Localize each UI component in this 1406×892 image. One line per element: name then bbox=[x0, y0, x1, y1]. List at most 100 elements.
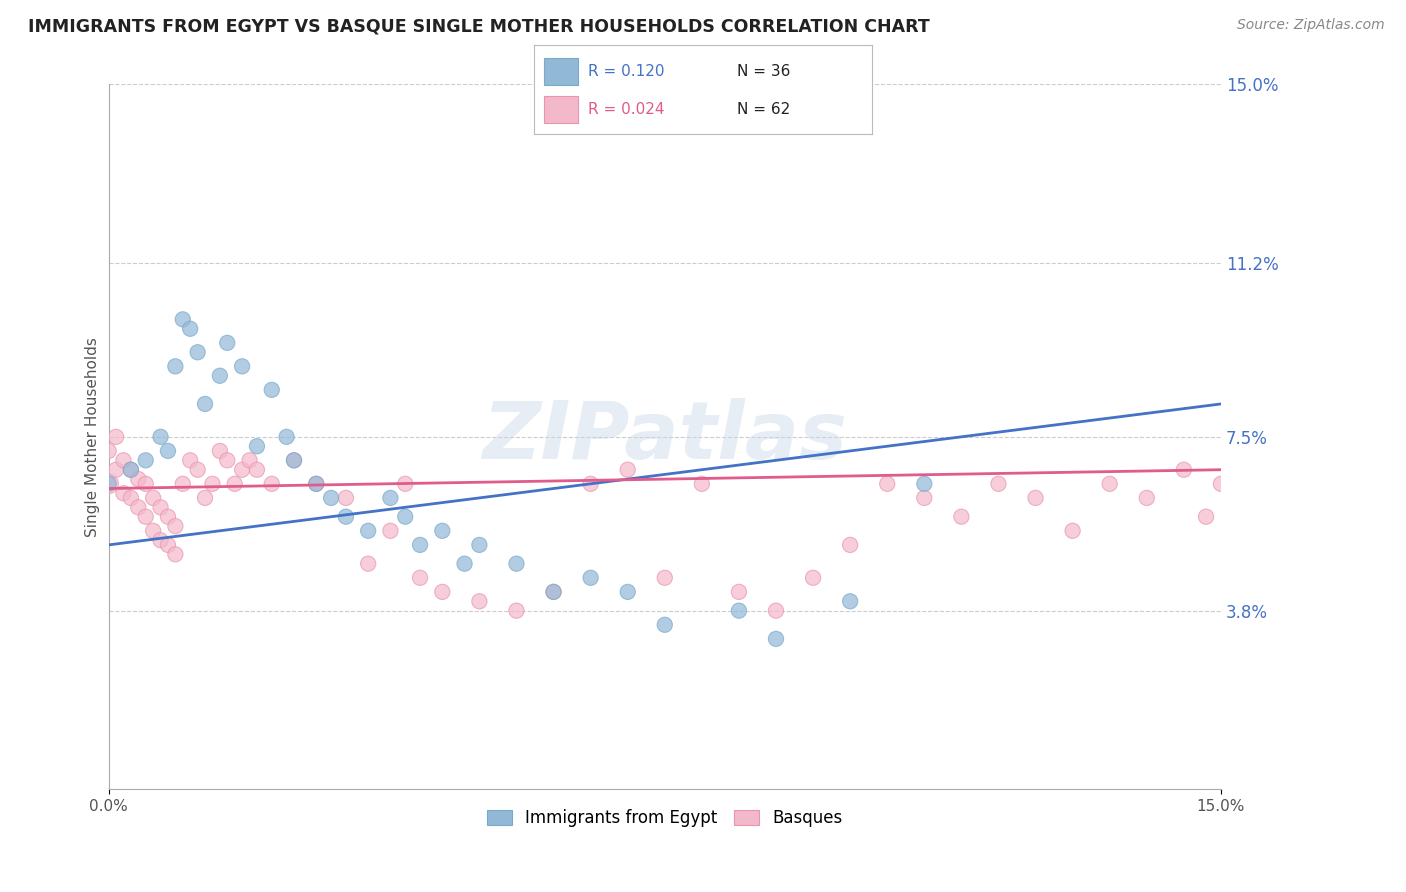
Point bbox=[468, 538, 491, 552]
Point bbox=[319, 491, 342, 505]
Point bbox=[1025, 491, 1047, 505]
Point bbox=[156, 538, 179, 552]
Point bbox=[208, 368, 231, 383]
Point bbox=[765, 632, 787, 646]
Point bbox=[305, 476, 328, 491]
Point bbox=[912, 491, 935, 505]
Text: R = 0.120: R = 0.120 bbox=[588, 64, 665, 78]
Point bbox=[654, 617, 676, 632]
Point bbox=[335, 491, 357, 505]
Point bbox=[194, 491, 217, 505]
Point bbox=[156, 509, 179, 524]
Point bbox=[380, 524, 402, 538]
Point bbox=[505, 557, 527, 571]
Point bbox=[231, 463, 253, 477]
Point bbox=[453, 557, 475, 571]
Point bbox=[1173, 463, 1195, 477]
Point bbox=[97, 476, 120, 491]
Point bbox=[505, 604, 527, 618]
Point bbox=[357, 557, 380, 571]
Point bbox=[1062, 524, 1084, 538]
Point bbox=[194, 397, 217, 411]
Point bbox=[839, 538, 862, 552]
Point bbox=[409, 571, 432, 585]
Point bbox=[1098, 476, 1121, 491]
Point bbox=[432, 585, 454, 599]
Point bbox=[543, 585, 565, 599]
Point bbox=[432, 524, 454, 538]
Point bbox=[950, 509, 973, 524]
Point bbox=[246, 439, 269, 453]
Point bbox=[149, 430, 172, 444]
Point bbox=[112, 453, 135, 467]
Legend: Immigrants from Egypt, Basques: Immigrants from Egypt, Basques bbox=[481, 803, 849, 834]
Point bbox=[305, 476, 328, 491]
Point bbox=[260, 476, 283, 491]
Point bbox=[579, 571, 602, 585]
Bar bbox=[544, 58, 578, 85]
Text: N = 62: N = 62 bbox=[737, 103, 790, 117]
Point bbox=[231, 359, 253, 374]
Point bbox=[105, 463, 128, 477]
Point bbox=[283, 453, 305, 467]
Point bbox=[156, 444, 179, 458]
Point bbox=[238, 453, 260, 467]
Point bbox=[276, 430, 298, 444]
Text: R = 0.024: R = 0.024 bbox=[588, 103, 665, 117]
Point bbox=[127, 500, 149, 515]
Point bbox=[1136, 491, 1159, 505]
Point bbox=[728, 604, 751, 618]
Text: ZIPatlas: ZIPatlas bbox=[482, 398, 848, 475]
Point bbox=[801, 571, 824, 585]
Point bbox=[217, 453, 239, 467]
Point bbox=[105, 430, 128, 444]
Point bbox=[394, 509, 416, 524]
Point bbox=[120, 491, 142, 505]
Text: Source: ZipAtlas.com: Source: ZipAtlas.com bbox=[1237, 18, 1385, 32]
Point bbox=[135, 453, 157, 467]
Point bbox=[112, 486, 135, 500]
Point bbox=[912, 476, 935, 491]
Point bbox=[142, 491, 165, 505]
Point bbox=[335, 509, 357, 524]
Point bbox=[260, 383, 283, 397]
Point bbox=[987, 476, 1010, 491]
Point bbox=[120, 463, 142, 477]
Point bbox=[876, 476, 898, 491]
Point bbox=[616, 585, 638, 599]
Point bbox=[380, 491, 402, 505]
Point bbox=[97, 444, 120, 458]
Point bbox=[187, 463, 209, 477]
Point bbox=[728, 585, 751, 599]
Point bbox=[543, 585, 565, 599]
Point bbox=[142, 524, 165, 538]
Point bbox=[135, 509, 157, 524]
Point bbox=[283, 453, 305, 467]
Bar bbox=[544, 96, 578, 123]
Point bbox=[208, 444, 231, 458]
Point bbox=[357, 524, 380, 538]
Point bbox=[224, 476, 246, 491]
Text: IMMIGRANTS FROM EGYPT VS BASQUE SINGLE MOTHER HOUSEHOLDS CORRELATION CHART: IMMIGRANTS FROM EGYPT VS BASQUE SINGLE M… bbox=[28, 18, 929, 36]
Point bbox=[409, 538, 432, 552]
Point bbox=[179, 322, 201, 336]
Point bbox=[165, 359, 187, 374]
Point bbox=[246, 463, 269, 477]
Point bbox=[187, 345, 209, 359]
Point bbox=[579, 476, 602, 491]
Point bbox=[1195, 509, 1218, 524]
Point bbox=[135, 476, 157, 491]
Point bbox=[149, 533, 172, 548]
Point bbox=[127, 472, 149, 486]
Point bbox=[1209, 476, 1232, 491]
Point bbox=[120, 463, 142, 477]
Point bbox=[149, 500, 172, 515]
Point bbox=[165, 519, 187, 533]
Point bbox=[172, 476, 194, 491]
Point bbox=[217, 335, 239, 350]
Point bbox=[468, 594, 491, 608]
Point bbox=[765, 604, 787, 618]
Point bbox=[165, 547, 187, 561]
Y-axis label: Single Mother Households: Single Mother Households bbox=[86, 337, 100, 537]
Point bbox=[201, 476, 224, 491]
